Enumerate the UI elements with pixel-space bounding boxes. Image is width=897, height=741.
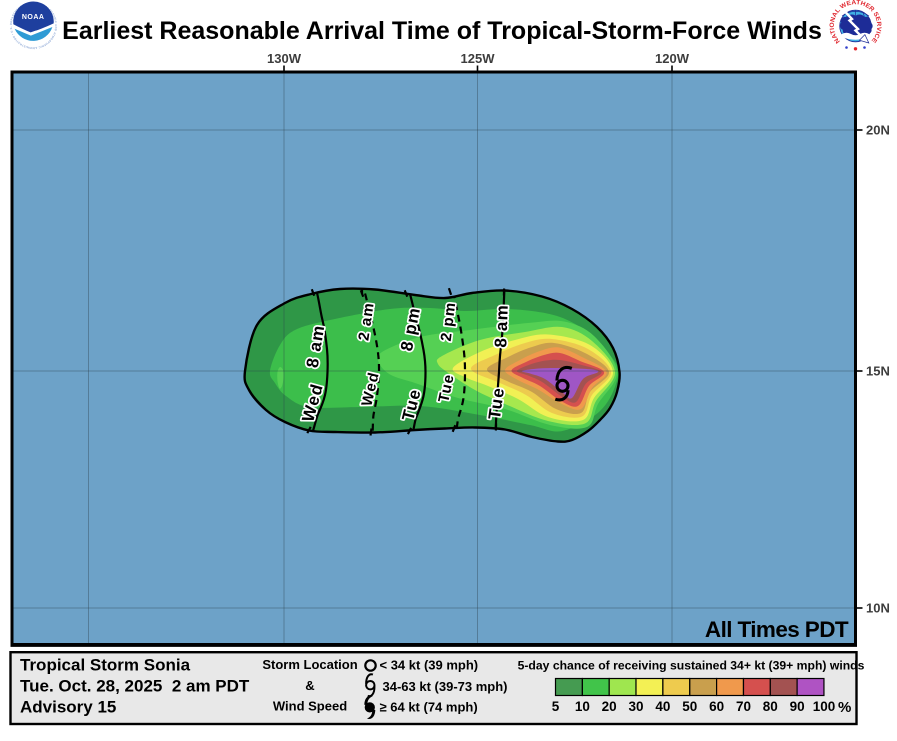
svg-text:Wind Speed: Wind Speed: [273, 699, 347, 714]
svg-text:100: 100: [813, 699, 836, 714]
svg-text:10: 10: [575, 699, 590, 714]
svg-text:30: 30: [628, 699, 643, 714]
svg-text:Storm Location: Storm Location: [262, 657, 357, 672]
svg-text:&: &: [305, 678, 314, 693]
svg-text:NOAA: NOAA: [22, 14, 45, 21]
svg-text:15N: 15N: [866, 364, 890, 379]
svg-text:34-63 kt (39-73 mph): 34-63 kt (39-73 mph): [383, 679, 508, 694]
svg-text:50: 50: [682, 699, 697, 714]
svg-text:≥ 64 kt (74 mph): ≥ 64 kt (74 mph): [380, 700, 478, 715]
svg-text:All Times PDT: All Times PDT: [705, 617, 849, 642]
svg-text:%: %: [838, 699, 851, 716]
svg-text:Tropical Storm Sonia: Tropical Storm Sonia: [20, 656, 191, 675]
svg-text:< 34 kt (39 mph): < 34 kt (39 mph): [380, 658, 479, 673]
svg-text:40: 40: [655, 699, 670, 714]
svg-text:8 am: 8 am: [491, 304, 512, 348]
svg-text:60: 60: [709, 699, 724, 714]
svg-text:125W: 125W: [461, 51, 496, 66]
svg-text:20N: 20N: [866, 123, 890, 138]
svg-text:80: 80: [763, 699, 778, 714]
svg-text:120W: 120W: [655, 51, 690, 66]
svg-text:5: 5: [552, 699, 560, 714]
svg-text:70: 70: [736, 699, 751, 714]
svg-text:130W: 130W: [267, 51, 302, 66]
svg-text:10N: 10N: [866, 601, 890, 616]
svg-text:Advisory 15: Advisory 15: [20, 698, 116, 717]
svg-text:Tue. Oct. 28, 2025 2 am PDT: Tue. Oct. 28, 2025 2 am PDT: [20, 677, 250, 696]
svg-text:90: 90: [790, 699, 805, 714]
svg-text:5-day chance of receiving sust: 5-day chance of receiving sustained 34+ …: [518, 658, 865, 672]
svg-text:20: 20: [602, 699, 617, 714]
svg-text:Earliest Reasonable Arrival Ti: Earliest Reasonable Arrival Time of Trop…: [62, 17, 822, 45]
